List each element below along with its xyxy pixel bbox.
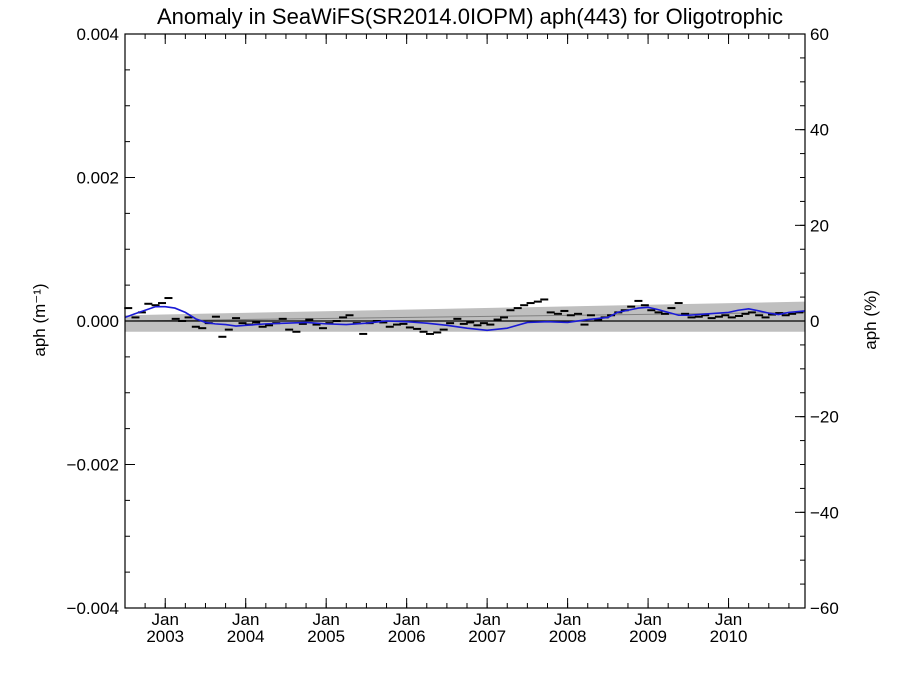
smoothed-series-line <box>124 305 806 332</box>
x-tick-label-month: Jan <box>152 610 179 629</box>
x-tick-label-month: Jan <box>715 610 742 629</box>
y-tick-label-left: 0.002 <box>76 169 119 188</box>
plot-area: 0.004 0.002 0.000 −0.002 −0.004 60 40 20 0 −20 −40… <box>67 25 839 646</box>
y-tick-label-left: 0.004 <box>76 25 119 44</box>
x-tick-label-year: 2006 <box>388 627 426 646</box>
trend-line <box>124 311 806 322</box>
chart-title: Anomaly in SeaWiFS(SR2014.0IOPM) aph(443… <box>157 4 783 29</box>
y-tick-label-right: 40 <box>810 121 829 140</box>
y-tick-label-right: 60 <box>810 25 829 44</box>
x-tick-label-year: 2007 <box>468 627 506 646</box>
y-axis-label-right: aph (%) <box>861 290 880 350</box>
x-tick-label-year: 2005 <box>307 627 345 646</box>
x-tick-label-month: Jan <box>232 610 259 629</box>
y-tick-label-right: 0 <box>810 312 819 331</box>
x-tick-label-year: 2008 <box>549 627 587 646</box>
x-tick-label-month: Jan <box>634 610 661 629</box>
y-tick-label-left: −0.002 <box>67 456 119 475</box>
y-tick-label-right: −40 <box>810 503 839 522</box>
y-axis-label-left: aph (m⁻¹) <box>30 283 49 356</box>
x-tick-label-year: 2003 <box>146 627 184 646</box>
y-tick-label-right: −60 <box>810 599 839 618</box>
y-tick-label-left: 0.000 <box>76 312 119 331</box>
x-tick-label-month: Jan <box>473 610 500 629</box>
y-tick-label-right: 20 <box>810 216 829 235</box>
x-tick-label-month: Jan <box>312 610 339 629</box>
x-tick-label-year: 2010 <box>710 627 748 646</box>
y-tick-label-left: −0.004 <box>67 599 119 618</box>
x-tick-label-year: 2009 <box>629 627 667 646</box>
x-tick-label-month: Jan <box>393 610 420 629</box>
x-tick-label-year: 2004 <box>227 627 265 646</box>
x-tick-label-month: Jan <box>554 610 581 629</box>
y-tick-label-right: −20 <box>810 408 839 427</box>
